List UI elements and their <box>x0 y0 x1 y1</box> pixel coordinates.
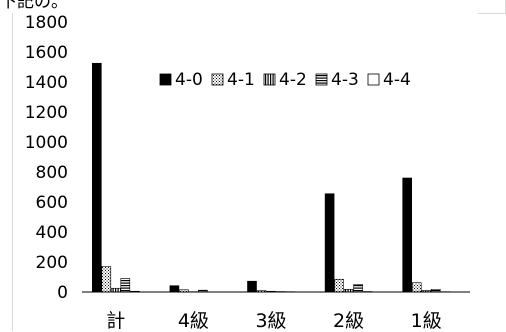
legend-swatch-4-4 <box>367 73 380 86</box>
bar-4-3-計 <box>120 278 131 293</box>
bar-4-0-2級 <box>324 193 335 293</box>
legend-swatch-4-0 <box>159 73 172 86</box>
x-category-label: 2級 <box>333 310 364 332</box>
y-tick-label: 800 <box>36 163 68 183</box>
bar-4-0-1級 <box>402 177 413 293</box>
top-text-fragment: 下記の。 <box>0 0 68 12</box>
bar-4-3-2級 <box>353 284 363 293</box>
bar-4-0-計 <box>92 62 102 293</box>
legend-swatch-4-2 <box>263 73 276 86</box>
bar-4-2-計 <box>111 287 121 293</box>
y-tick-label: 1000 <box>25 133 68 153</box>
bar-4-1-1級 <box>411 282 422 293</box>
x-category-label: 4級 <box>178 310 209 332</box>
bar-4-1-計 <box>101 266 112 293</box>
y-tick-label: 1400 <box>25 73 68 93</box>
legend-label: 4-4 <box>383 70 411 90</box>
y-tick-label: 600 <box>36 193 68 213</box>
legend-swatch-4-3 <box>315 73 328 86</box>
legend-label: 4-1 <box>227 70 255 90</box>
y-tick-label: 200 <box>36 253 68 273</box>
chart-frame <box>12 13 505 331</box>
bar-4-0-3級 <box>247 280 257 293</box>
x-category-label: 計 <box>106 310 125 332</box>
legend-swatch-4-1 <box>211 73 224 86</box>
legend-label: 4-0 <box>175 70 203 90</box>
bar-4-1-2級 <box>334 278 344 293</box>
legend-label: 4-3 <box>331 70 359 90</box>
y-tick-label: 1600 <box>25 43 68 63</box>
y-tick-label: 1200 <box>25 103 68 123</box>
x-category-label: 1級 <box>411 310 442 332</box>
legend-label: 4-2 <box>279 70 307 90</box>
y-tick-label: 0 <box>57 283 68 303</box>
y-tick-label: 400 <box>36 223 68 243</box>
x-category-label: 3級 <box>255 310 286 332</box>
y-tick-label: 1800 <box>25 13 68 33</box>
bar-4-0-4級 <box>169 285 180 293</box>
